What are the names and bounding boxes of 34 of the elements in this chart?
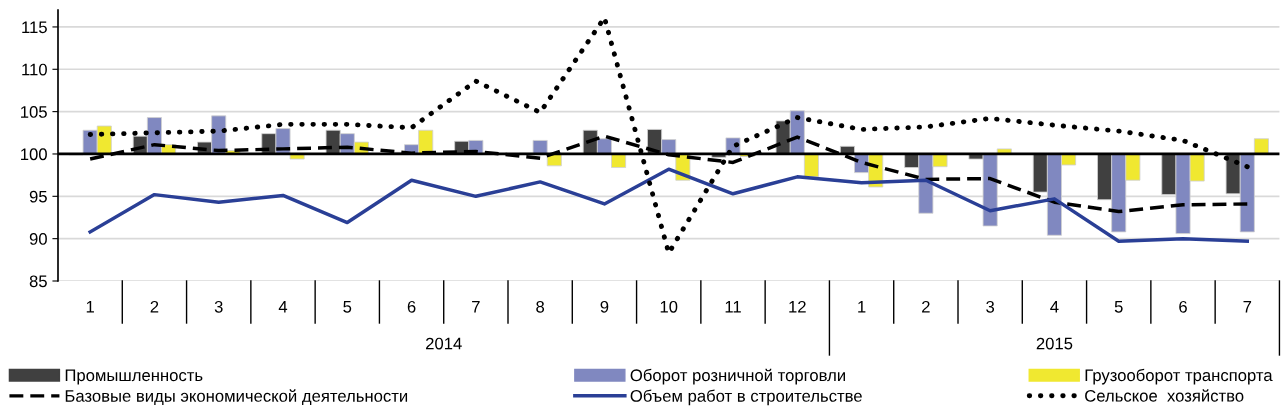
legend-label: Промышленность <box>65 369 203 385</box>
legend-label: Объем работ в строительстве <box>630 389 862 406</box>
x-tick-label: 2 <box>150 300 159 313</box>
x-tick-label: 5 <box>343 301 352 313</box>
x-tick-label: 7 <box>1243 301 1252 313</box>
y-tick-label: 115 <box>22 21 47 34</box>
text: 2014 <box>426 337 462 350</box>
y-tick-label: 100 <box>21 148 47 161</box>
y-tick-label: 110 <box>22 63 47 76</box>
y-tick-label: 95 <box>29 190 47 203</box>
x-tick-label: 7 <box>472 301 480 313</box>
x-tick-label: 1 <box>858 301 866 313</box>
legend-label: Сельское хозяйство <box>1085 389 1244 402</box>
x-tick-label: 6 <box>1179 300 1187 313</box>
x-tick-label: 3 <box>214 300 223 313</box>
x-tick-label: 3 <box>986 300 995 313</box>
y-tick-label: 85 <box>29 275 47 288</box>
x-tick-label: 8 <box>536 300 545 313</box>
x-tick-label: 4 <box>278 301 288 313</box>
legend-label: Грузооборот транспорта <box>1085 368 1273 385</box>
x-tick-label: 10 <box>660 300 678 313</box>
x-tick-label: 2 <box>922 300 930 313</box>
x-tick-label: 5 <box>1114 301 1123 313</box>
legend-label: Базовые виды экономической деятельности <box>65 389 408 406</box>
y-tick-label: 105 <box>21 106 47 118</box>
x-tick-label: 6 <box>407 300 416 313</box>
x-tick-label: 4 <box>1050 301 1059 313</box>
y-tick-label: 90 <box>29 233 47 245</box>
text: 2015 <box>1036 337 1073 350</box>
x-tick-label: 11 <box>725 301 741 313</box>
x-tick-label: 12 <box>789 300 806 313</box>
x-tick-label: 9 <box>600 300 609 313</box>
legend-label: Оборот розничной торговли <box>630 368 845 385</box>
x-tick-label: 1 <box>86 301 94 313</box>
